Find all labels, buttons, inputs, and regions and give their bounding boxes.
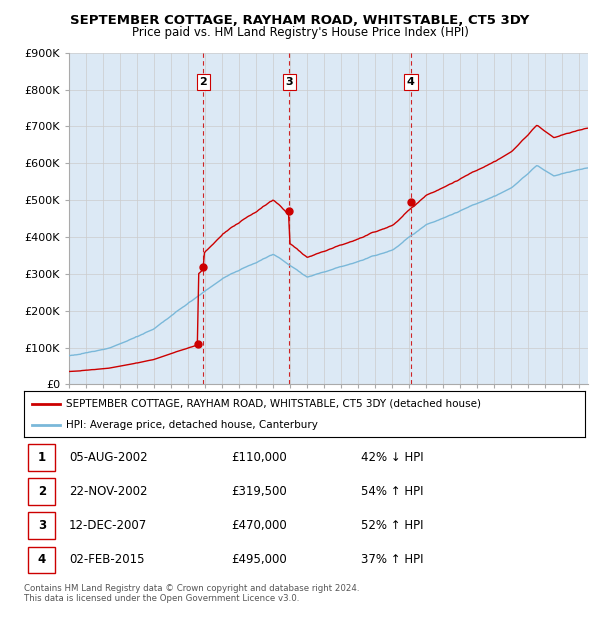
Text: 4: 4 [407, 77, 415, 87]
Text: Price paid vs. HM Land Registry's House Price Index (HPI): Price paid vs. HM Land Registry's House … [131, 26, 469, 39]
Text: 3: 3 [38, 519, 46, 532]
Text: Contains HM Land Registry data © Crown copyright and database right 2024.
This d: Contains HM Land Registry data © Crown c… [24, 584, 359, 603]
Text: 2: 2 [200, 77, 208, 87]
Text: £319,500: £319,500 [232, 485, 287, 498]
Text: 54% ↑ HPI: 54% ↑ HPI [361, 485, 423, 498]
Text: 05-AUG-2002: 05-AUG-2002 [69, 451, 148, 464]
Text: 1: 1 [38, 451, 46, 464]
Text: 02-FEB-2015: 02-FEB-2015 [69, 553, 145, 566]
Text: 2: 2 [38, 485, 46, 498]
Text: SEPTEMBER COTTAGE, RAYHAM ROAD, WHITSTABLE, CT5 3DY (detached house): SEPTEMBER COTTAGE, RAYHAM ROAD, WHITSTAB… [66, 399, 481, 409]
Text: HPI: Average price, detached house, Canterbury: HPI: Average price, detached house, Cant… [66, 420, 318, 430]
FancyBboxPatch shape [28, 444, 55, 471]
Text: 42% ↓ HPI: 42% ↓ HPI [361, 451, 423, 464]
Text: SEPTEMBER COTTAGE, RAYHAM ROAD, WHITSTABLE, CT5 3DY: SEPTEMBER COTTAGE, RAYHAM ROAD, WHITSTAB… [70, 14, 530, 27]
FancyBboxPatch shape [28, 478, 55, 505]
Text: £110,000: £110,000 [232, 451, 287, 464]
Text: 4: 4 [38, 553, 46, 566]
Text: £470,000: £470,000 [232, 519, 287, 532]
FancyBboxPatch shape [28, 547, 55, 573]
Text: £495,000: £495,000 [232, 553, 287, 566]
Text: 22-NOV-2002: 22-NOV-2002 [69, 485, 148, 498]
Text: 12-DEC-2007: 12-DEC-2007 [69, 519, 147, 532]
Text: 37% ↑ HPI: 37% ↑ HPI [361, 553, 423, 566]
FancyBboxPatch shape [28, 512, 55, 539]
Text: 52% ↑ HPI: 52% ↑ HPI [361, 519, 423, 532]
Text: 3: 3 [286, 77, 293, 87]
